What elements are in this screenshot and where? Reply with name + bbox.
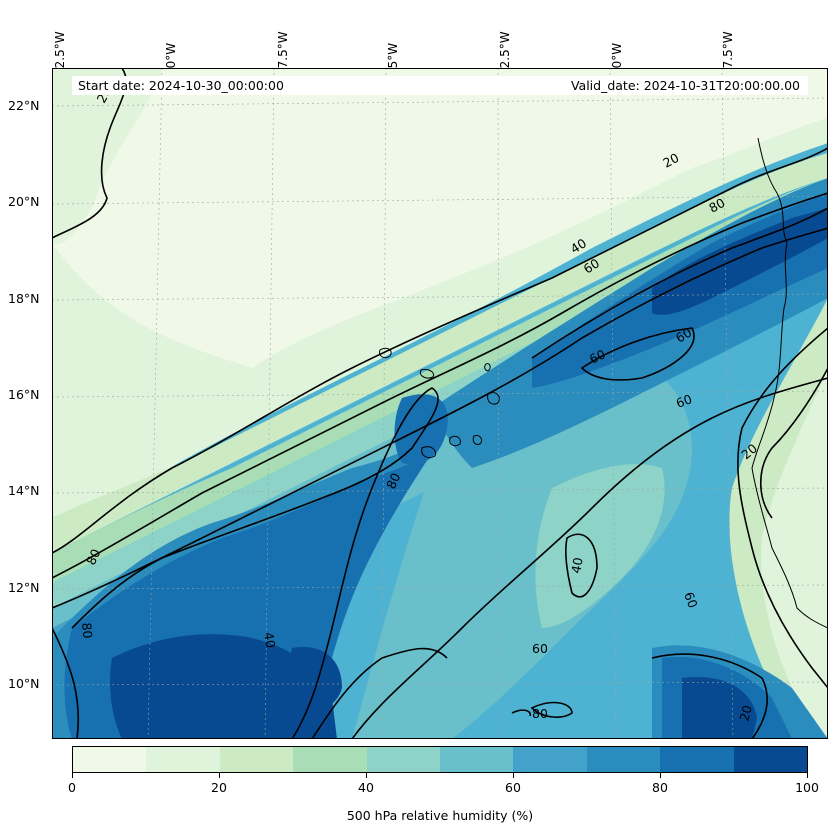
contour-80-sw <box>52 627 80 739</box>
contour-60-south <box>351 377 828 739</box>
contour-label-60-south: 60 <box>532 641 548 656</box>
contour-label-80-sw: 80 <box>79 622 95 639</box>
contour-60-south-small2 <box>511 709 532 717</box>
band-90-100-se <box>682 677 757 739</box>
colorbar-tick-label-40: 40 <box>358 780 374 795</box>
lat-label-18n: 18°N <box>8 291 40 306</box>
humidity-map: 20 20 40 60 80 60 60 60 80 80 80 40 40 6… <box>52 68 828 739</box>
colorbar <box>72 746 808 773</box>
colorbar-title: 500 hPa relative humidity (%) <box>346 808 534 823</box>
contour-60-south-small <box>530 701 573 718</box>
colorbar-tick-100 <box>807 773 808 778</box>
colorbar-tick-20 <box>219 773 220 778</box>
start-date-label: Start date: 2024-10-30_00:00:00 <box>78 78 284 93</box>
lat-label-16n: 16°N <box>8 387 40 402</box>
contour-label-60-loop: 60 <box>587 346 608 366</box>
contour-80-upper <box>531 207 828 359</box>
contour-label-60-bottom: 80 <box>532 706 548 721</box>
contour-label-20-main: 20 <box>660 150 681 171</box>
contour-40-main <box>52 192 828 579</box>
contour-80-south <box>311 647 448 739</box>
cape-verde-1 <box>379 347 392 359</box>
contour-60-loop <box>580 327 695 381</box>
lat-label-12n: 12°N <box>8 580 40 595</box>
contour-label-80-center: 80 <box>383 470 403 491</box>
contour-label-60-mid: 60 <box>674 391 694 411</box>
colorbar-segment-4 <box>366 747 441 772</box>
colorbar-tick-0 <box>72 773 73 778</box>
lat-label-10n: 10°N <box>8 676 40 691</box>
band-10-20-b <box>52 118 828 518</box>
colorbar-tick-label-0: 0 <box>68 780 76 795</box>
lat-label-20n: 20°N <box>8 194 40 209</box>
contour-60-main <box>52 227 828 609</box>
band-east-dry-2 <box>761 368 828 739</box>
contour-label-60-right: 60 <box>673 325 694 346</box>
contour-80-se <box>651 653 768 739</box>
lat-label-22n: 22°N <box>8 98 40 113</box>
colorbar-segment-3 <box>293 747 367 772</box>
cape-verde-6 <box>421 446 437 459</box>
colorbar-segment-0 <box>73 747 147 772</box>
cape-verde-5 <box>449 435 461 447</box>
valid-date-label: Valid_date: 2024-10-31T20:00:00.00 <box>570 78 800 93</box>
band-90-100-south <box>110 634 337 739</box>
contour-40-south-loop <box>565 533 598 598</box>
colorbar-segment-8 <box>660 747 734 772</box>
colorbar-tick-40 <box>366 773 367 778</box>
contour-label-80-north: 80 <box>706 195 727 216</box>
cape-verde-7 <box>472 435 483 445</box>
gridlines <box>52 68 828 739</box>
contour-label-80-se: 20 <box>736 703 755 722</box>
contour-label-40-south: 40 <box>568 556 586 574</box>
colorbar-tick-label-80: 80 <box>652 780 668 795</box>
colorbar-tick-label-60: 60 <box>505 780 521 795</box>
lat-label-14n: 14°N <box>8 483 40 498</box>
cape-verde-3 <box>484 363 491 372</box>
contour-label-80-west: 80 <box>83 546 103 567</box>
contour-lines <box>52 68 828 739</box>
colorbar-segment-7 <box>586 747 661 772</box>
date-info-box <box>72 76 808 95</box>
cape-verde-4 <box>487 392 500 405</box>
colorbar-segment-9 <box>733 747 808 772</box>
colorbar-tick-80 <box>660 773 661 778</box>
band-20-30 <box>52 153 828 553</box>
colorbar-tick-label-20: 20 <box>211 780 227 795</box>
colorbar-segment-6 <box>513 747 587 772</box>
contour-label-80-south: 40 <box>261 631 279 649</box>
humidity-map-canvas: 20 20 40 60 80 60 60 60 80 80 80 40 40 6… <box>52 68 828 739</box>
cape-verde-2 <box>419 369 435 379</box>
contour-label-40-east: 60 <box>681 590 701 610</box>
band-10-20 <box>52 68 162 245</box>
band-90-100-south2 <box>288 647 342 712</box>
contour-labels: 20 20 40 60 80 60 60 60 80 80 80 40 40 6… <box>79 84 760 723</box>
contour-20-main <box>52 147 828 554</box>
band-90-100-north <box>652 208 828 315</box>
coastlines <box>379 137 828 629</box>
colorbar-tick-label-100: 100 <box>795 780 819 795</box>
africa-coastline <box>751 137 828 629</box>
contour-20-east <box>760 367 828 519</box>
map-frame <box>52 68 828 739</box>
contour-label-60: 60 <box>581 255 602 276</box>
contour-label-40: 40 <box>568 235 589 256</box>
colorbar-segment-1 <box>146 747 220 772</box>
band-south-central <box>352 368 692 739</box>
band-south-central-dry <box>535 464 665 628</box>
colorbar-segment-5 <box>440 747 514 772</box>
colorbar-tick-60 <box>513 773 514 778</box>
colorbar-segment-2 <box>219 747 294 772</box>
contour-80-west-loop <box>71 387 439 739</box>
